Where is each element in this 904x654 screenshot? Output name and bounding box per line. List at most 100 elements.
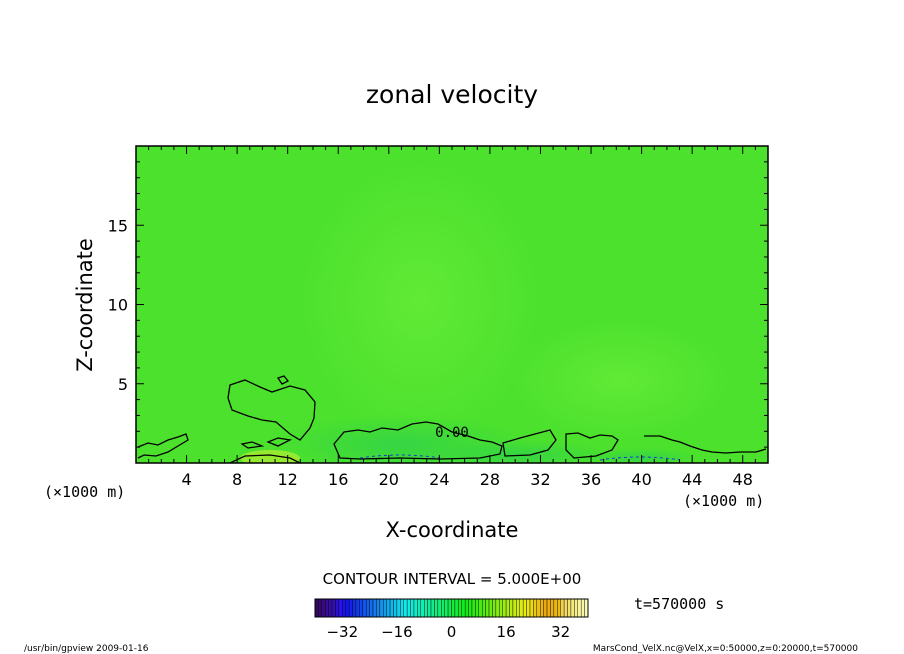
colorbar-segment [451, 598, 456, 618]
colorbar-segment [376, 598, 381, 618]
colorbar-segment [318, 598, 323, 618]
y-tick-label: 15 [108, 216, 128, 235]
colorbar-segment [413, 598, 418, 618]
colorbar-frame [314, 598, 589, 618]
colorbar-segment [420, 598, 425, 618]
x-tick-label: 32 [530, 470, 550, 489]
x-tick-label: 24 [429, 470, 449, 489]
colorbar-segment [526, 598, 531, 618]
colorbar-segment [328, 598, 333, 618]
colorbar-segment [454, 598, 459, 618]
colorbar-segment [567, 598, 572, 618]
x-axis-title: X-coordinate [386, 518, 519, 542]
colorbar-segment [584, 598, 589, 618]
x-tick-label: 48 [733, 470, 753, 489]
colorbar-segment [543, 598, 548, 618]
footer-right: MarsCond_VelX.nc@VelX,x=0:50000,z=0:2000… [593, 644, 858, 654]
colorbar-segment [563, 598, 568, 618]
colorbar-segment [434, 598, 439, 618]
colorbar-tick-label: 32 [551, 623, 570, 641]
x-tick-label: 4 [181, 470, 191, 489]
colorbar-segment [365, 598, 370, 618]
colorbar-segment [550, 598, 555, 618]
colorbar-segment [468, 598, 473, 618]
colorbar-segment [529, 598, 534, 618]
colorbar-tick-labels: −32 −16 0 16 32 [326, 623, 570, 641]
colorbar-segment [362, 598, 367, 618]
field-shading [240, 160, 730, 463]
y-axis-title: Z-coordinate [73, 238, 97, 372]
colorbar-segment [461, 598, 466, 618]
colorbar-segment [488, 598, 493, 618]
colorbar-segment [410, 598, 415, 618]
colorbar-segment [485, 598, 490, 618]
x-axis-ticks [148, 146, 756, 463]
colorbar-segment [499, 598, 503, 618]
colorbar-segment [540, 598, 544, 618]
y-tick-labels: 5 10 15 [108, 216, 128, 394]
y-axis-ticks [136, 161, 768, 448]
colorbar-segment [406, 598, 411, 618]
x-tick-label: 36 [581, 470, 601, 489]
colorbar-segment [352, 598, 357, 618]
colorbar-segment [355, 598, 360, 618]
contour-interval: CONTOUR INTERVAL = 5.000E+00 [323, 570, 582, 588]
colorbar-segment [512, 598, 517, 618]
colorbar-segment [393, 598, 398, 618]
x-tick-label: 20 [379, 470, 399, 489]
colorbar-segment [314, 598, 319, 618]
colorbar-segment [519, 598, 524, 618]
x-tick-label: 12 [278, 470, 298, 489]
colorbar-tick-label: 0 [447, 623, 457, 641]
time-label: t=570000 s [634, 595, 724, 613]
x-tick-label: 16 [328, 470, 348, 489]
colorbar-segment [386, 598, 391, 618]
colorbar-segment [396, 598, 401, 618]
colorbar-segment [546, 598, 551, 618]
colorbar-segment [369, 598, 374, 618]
colorbar-segment [437, 598, 442, 618]
colorbar-segment [505, 598, 510, 618]
x-tick-label: 28 [480, 470, 500, 489]
contour-label: 0.00 [435, 425, 469, 441]
y-tick-label: 10 [108, 296, 128, 315]
colorbar-tick-label: 16 [497, 623, 516, 641]
colorbar-segment [509, 598, 514, 618]
x-tick-label: 8 [232, 470, 242, 489]
colorbar-segment [417, 598, 421, 618]
colorbar-segment [383, 598, 387, 618]
colorbar-segment [495, 598, 500, 618]
x-axis-unit: (×1000 m) [683, 492, 764, 510]
colorbar-segment [464, 598, 469, 618]
colorbar-segment [560, 598, 565, 618]
colorbar-segment [533, 598, 538, 618]
x-tick-label: 44 [682, 470, 702, 489]
colorbar-segment [492, 598, 497, 618]
colorbar-tick-label: −32 [326, 623, 358, 641]
colorbar-segment [475, 598, 480, 618]
colorbar-segment [580, 598, 585, 618]
colorbar-segment [574, 598, 578, 618]
colorbar-segment [522, 598, 527, 618]
colorbar-segment [321, 598, 326, 618]
y-tick-label: 5 [118, 375, 128, 394]
colorbar-segment [338, 598, 343, 618]
colorbar-segment [441, 598, 445, 618]
colorbar-segment [335, 598, 340, 618]
colorbar-segment [342, 598, 346, 618]
colorbar-segment [478, 598, 483, 618]
colorbar-segment [536, 598, 541, 618]
colorbar-segment [403, 598, 408, 618]
y-axis-unit: (×1000 m) [44, 483, 125, 501]
colorbar-segment [359, 598, 363, 618]
colorbar-segment [430, 598, 435, 618]
colorbar-segment [482, 598, 486, 618]
chart-title: zonal velocity [366, 80, 538, 109]
colorbar-segment [372, 598, 377, 618]
colorbar-segment [502, 598, 507, 618]
colorbar-segment [557, 598, 561, 618]
colorbar-segment [570, 598, 575, 618]
colorbar-segment [348, 598, 353, 618]
negative-contours [359, 454, 681, 461]
